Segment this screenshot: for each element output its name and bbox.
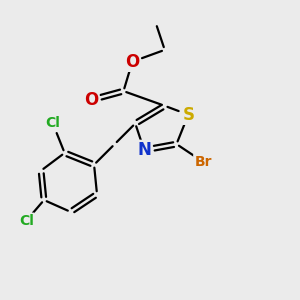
Text: S: S [182,106,194,124]
Text: Br: Br [194,155,212,169]
Text: O: O [125,53,140,71]
Text: Cl: Cl [45,116,60,130]
Text: Cl: Cl [19,214,34,228]
Text: O: O [84,91,98,109]
Text: N: N [137,141,151,159]
